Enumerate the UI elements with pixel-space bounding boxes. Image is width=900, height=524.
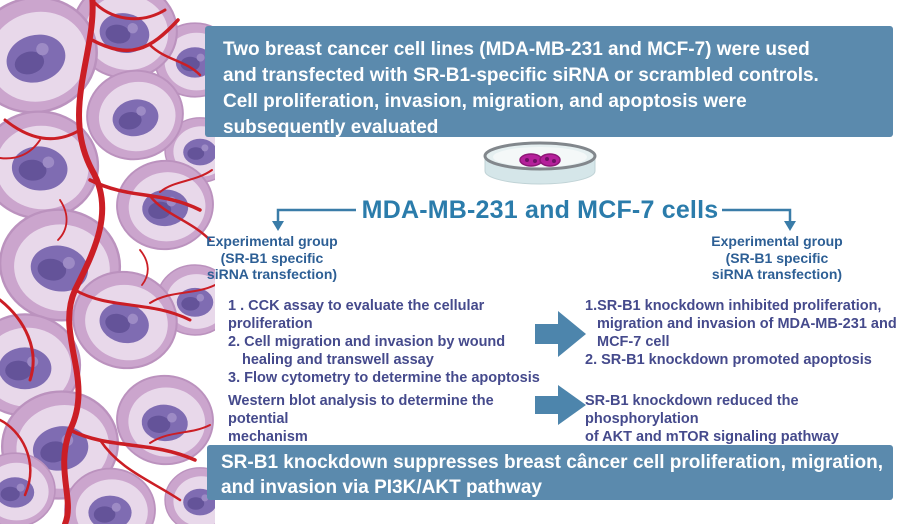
exp-left-line: siRNA transfection) bbox=[206, 266, 338, 282]
conclusion-banner: SR-B1 knockdown suppresses breast câncer… bbox=[207, 445, 893, 500]
arrowhead-left bbox=[272, 221, 284, 231]
experimental-group-right: Experimental group (SR-B1 specific siRNA… bbox=[682, 233, 872, 283]
western-line: Western blot analysis to determine the p… bbox=[228, 393, 494, 427]
top-banner-line: and transfected with SR-B1-specific siRN… bbox=[223, 65, 819, 86]
results-list: 1.SR-B1 knockdown inhibited proliferatio… bbox=[585, 297, 900, 369]
mechanism-line: SR-B1 knockdown reduced the phosphorylat… bbox=[585, 393, 799, 427]
methods-item: 3. Flow cytometry to determine the apopt… bbox=[228, 370, 540, 386]
top-banner-line: Two breast cancer cell lines (MDA-MB-231… bbox=[223, 39, 810, 60]
conclusion-line: SR-B1 knockdown suppresses breast câncer… bbox=[221, 452, 884, 473]
conclusion-line: and invasion via PI3K/AKT pathway bbox=[221, 477, 542, 498]
results-item-wrap: migration and invasion of MDA-MB-231 and bbox=[597, 316, 897, 332]
top-summary-banner: Two breast cancer cell lines (MDA-MB-231… bbox=[205, 26, 893, 138]
block-arrow-right-icon bbox=[535, 311, 586, 357]
results-item: 2. SR-B1 knockdown promoted apoptosis bbox=[585, 352, 872, 368]
methods-list: 1 . CCK assay to evaluate the cellular p… bbox=[228, 297, 543, 387]
elbow-arrow-down-left-icon bbox=[276, 208, 356, 221]
western-line: mechanism bbox=[228, 429, 308, 445]
petri-dish-icon bbox=[483, 141, 597, 185]
mechanism-line: of AKT and mTOR signaling pathway bbox=[585, 429, 839, 445]
elbow-arrow-down-right-icon bbox=[722, 208, 792, 221]
cells-title: MDA-MB-231 and MCF-7 cells bbox=[361, 196, 719, 224]
methods-item: 2. Cell migration and invasion by wound bbox=[228, 334, 506, 350]
exp-right-line: (SR-B1 specific bbox=[725, 249, 829, 266]
dish-cell-clump bbox=[519, 153, 561, 167]
western-blot-text: Western blot analysis to determine the p… bbox=[228, 392, 543, 446]
exp-right-line: siRNA transfection) bbox=[711, 266, 843, 282]
results-item: 1.SR-B1 knockdown inhibited proliferatio… bbox=[585, 298, 882, 314]
methods-item: 1 . CCK assay to evaluate the cellular p… bbox=[228, 298, 485, 332]
exp-right-line: Experimental group bbox=[711, 233, 843, 249]
cancer-tissue-illustration bbox=[0, 0, 215, 524]
exp-left-line: (SR-B1 specific bbox=[220, 249, 324, 266]
arrowhead-right bbox=[784, 221, 796, 231]
methods-item-wrap: healing and transwell assay bbox=[242, 352, 434, 368]
top-banner-line: Cell proliferation, invasion, migration,… bbox=[223, 91, 747, 112]
exp-left-line: Experimental group bbox=[206, 233, 338, 249]
mechanism-text: SR-B1 knockdown reduced the phosphorylat… bbox=[585, 392, 900, 446]
top-banner-line: subsequently evaluated bbox=[223, 117, 439, 138]
experimental-group-left: Experimental group (SR-B1 specific siRNA… bbox=[177, 233, 367, 283]
results-item-wrap: MCF-7 cell bbox=[597, 334, 670, 350]
block-arrow-right-icon bbox=[535, 385, 586, 425]
